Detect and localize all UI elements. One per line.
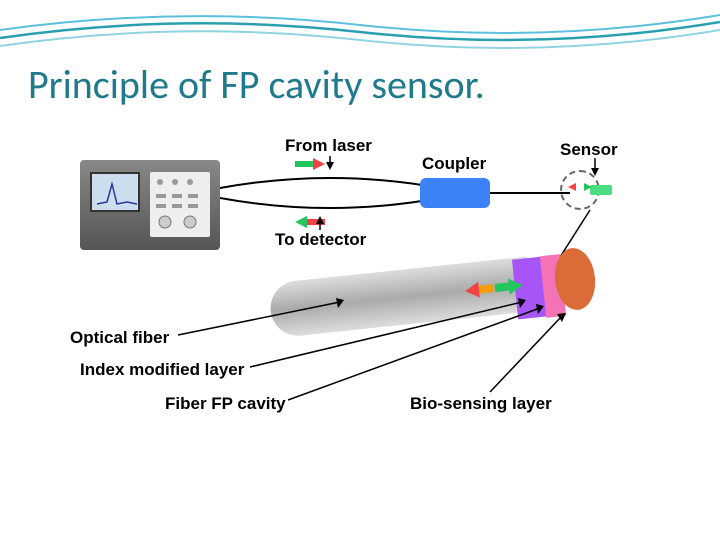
label-bio-sensing: Bio-sensing layer (410, 394, 552, 414)
detector-instrument (80, 160, 220, 250)
diagram-container: From laser Coupler Sensor To detector Op… (70, 130, 650, 450)
sensor-bidir-arrow-icon (568, 182, 592, 192)
label-optical-fiber: Optical fiber (70, 328, 169, 348)
wave-header-decoration (0, 0, 720, 60)
output-fiber (490, 192, 570, 194)
label-coupler: Coupler (422, 154, 486, 174)
detector-out-arrow-icon (295, 216, 325, 228)
label-sensor: Sensor (560, 140, 618, 160)
instrument-screen (90, 172, 140, 212)
label-from-laser: From laser (285, 136, 372, 156)
label-fp-cavity: Fiber FP cavity (165, 394, 286, 414)
laser-in-arrow-icon (295, 158, 325, 170)
coupler-block (420, 178, 490, 208)
label-to-detector: To detector (275, 230, 366, 250)
input-fiber-pair (220, 170, 450, 220)
sensor-tip (590, 185, 612, 195)
label-index-modified: Index modified layer (80, 360, 244, 380)
slide-title: Principle of FP cavity sensor. (28, 60, 485, 109)
instrument-control-panel (150, 172, 210, 237)
